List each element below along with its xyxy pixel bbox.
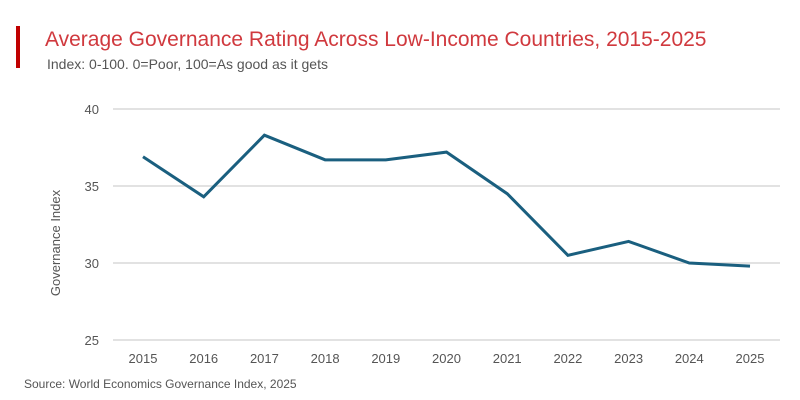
series-group [142,133,751,268]
title-accent-bar [16,26,20,68]
chart-subtitle: Index: 0-100. 0=Poor, 100=As good as it … [47,56,328,72]
y-tick-40: 40 [85,102,99,117]
source-note: Source: World Economics Governance Index… [24,377,297,391]
x-tick-2021: 2021 [493,351,522,366]
x-tick-2017: 2017 [250,351,279,366]
y-tick-25: 25 [85,333,99,348]
x-tick-2020: 2020 [432,351,461,366]
gridlines [113,108,780,341]
y-tick-30: 30 [85,256,99,271]
x-tick-2015: 2015 [129,351,158,366]
x-tick-labels: 2015 2016 2017 2018 2019 2020 2021 2022 2023 2024… [129,351,765,366]
x-tick-2022: 2022 [553,351,582,366]
series-line-0 [142,133,751,268]
x-tick-2018: 2018 [311,351,340,366]
y-axis-label: Governance Index [48,189,63,296]
x-tick-2016: 2016 [189,351,218,366]
x-tick-2025: 2025 [736,351,765,366]
x-tick-2024: 2024 [675,351,704,366]
y-tick-35: 35 [85,179,99,194]
x-tick-2023: 2023 [614,351,643,366]
chart-title: Average Governance Rating Across Low-Inc… [45,28,707,51]
x-tick-2019: 2019 [371,351,400,366]
y-tick-labels: 25 30 35 40 [85,102,99,348]
